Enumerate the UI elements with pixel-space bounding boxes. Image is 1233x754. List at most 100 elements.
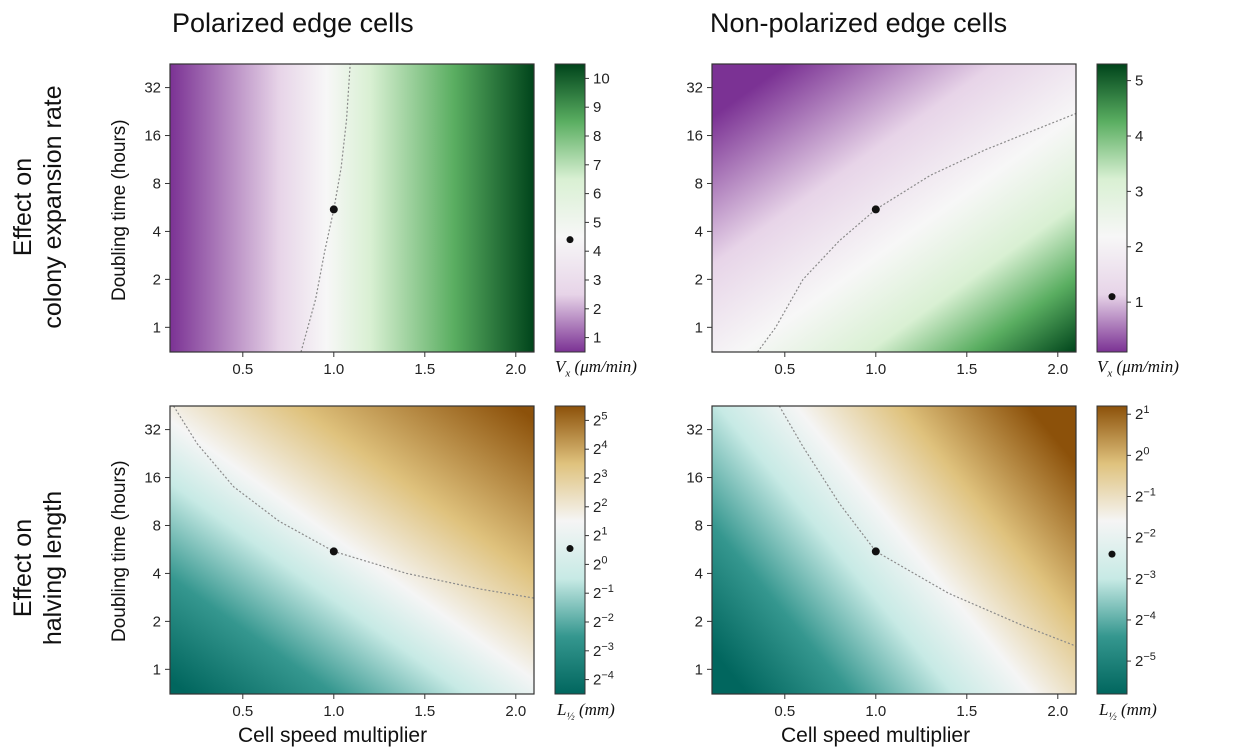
colorbar-reference-marker bbox=[1108, 550, 1116, 558]
colorbar-tick-label: 2−4 bbox=[1135, 610, 1156, 629]
colorbar-label-top-left-sym: V bbox=[555, 357, 566, 376]
x-tick-label: 1.0 bbox=[865, 361, 886, 378]
colorbar-tick-label: 2−1 bbox=[593, 583, 614, 602]
colorbar-label-bottom-right-unit: (mm) bbox=[1116, 700, 1157, 719]
colorbar-label-top-right-sym: V bbox=[1097, 357, 1108, 376]
x-tick-label: 0.5 bbox=[774, 703, 795, 720]
y-tick-label: 1 bbox=[695, 319, 703, 336]
y-tick-label: 1 bbox=[695, 661, 703, 678]
y-tick-label: 2 bbox=[153, 271, 161, 288]
colorbar-label-top-right-unit: (μm/min) bbox=[1112, 357, 1179, 376]
row-title-expansion-line2: colony expansion rate bbox=[39, 85, 67, 329]
y-tick-label: 2 bbox=[695, 271, 703, 288]
colorbar-label-top-left-unit: (μm/min) bbox=[570, 357, 637, 376]
colorbar-top-right: 1 2 3 4 5 bbox=[1096, 63, 1143, 353]
colorbar-tick-label: 2−3 bbox=[1135, 569, 1156, 588]
y-tick-label: 32 bbox=[144, 422, 161, 439]
x-tick-label: 1.5 bbox=[956, 703, 977, 720]
colorbar-tick-label: 3 bbox=[593, 272, 601, 289]
x-tick-label: 0.5 bbox=[232, 361, 253, 378]
x-tick-label: 1.5 bbox=[414, 703, 435, 720]
contour-line bbox=[757, 112, 1076, 352]
colorbar-tick-label: 23 bbox=[593, 468, 607, 487]
colorbar-label-top-right: Vx (μm/min) bbox=[1097, 357, 1179, 379]
y-tick-label: 8 bbox=[153, 175, 161, 192]
y-tick-label: 2 bbox=[695, 613, 703, 630]
y-tick-label: 8 bbox=[153, 517, 161, 534]
row-title-expansion: Effect on colony expansion rate bbox=[8, 57, 68, 357]
colorbar-tick-label: 2−2 bbox=[593, 612, 614, 631]
colorbar-tick-label: 20 bbox=[593, 554, 607, 573]
colorbar-reference-marker bbox=[566, 236, 574, 244]
heatmap-panel-top-left: 0.5 1.0 1.5 2.0 1 2 4 8 16 32 bbox=[144, 63, 535, 378]
colorbar-tick-label: 5 bbox=[1135, 73, 1143, 90]
colorbar-tick-label: 22 bbox=[593, 497, 607, 516]
y-tick-label: 16 bbox=[144, 470, 161, 487]
y-tick-label: 32 bbox=[686, 80, 703, 97]
plot-frame bbox=[711, 405, 1077, 695]
colorbar-tick-label: 2−5 bbox=[1135, 651, 1156, 670]
heatmap-panel-bottom-left: 0.5 1.0 1.5 2.0 1 2 4 8 16 32 bbox=[144, 405, 535, 720]
colorbar-tick-label: 2 bbox=[1135, 239, 1143, 256]
colorbar-gradient bbox=[1096, 405, 1128, 695]
colorbar-top-left: 1 2 3 4 5 6 7 8 9 10 bbox=[554, 63, 610, 353]
reference-point bbox=[871, 547, 880, 556]
row-title-expansion-line1: Effect on bbox=[9, 157, 37, 257]
x-axis-label-bottom-right: Cell speed multiplier bbox=[781, 724, 971, 747]
x-tick-label: 0.5 bbox=[774, 361, 795, 378]
heatmap-panel-top-right: 0.5 1.0 1.5 2.0 1 2 4 8 16 32 bbox=[686, 63, 1077, 378]
colorbar-tick-label: 9 bbox=[593, 99, 601, 116]
colorbar-tick-label: 2−2 bbox=[1135, 528, 1156, 547]
y-tick-label: 4 bbox=[153, 565, 161, 582]
x-tick-label: 2.0 bbox=[505, 361, 526, 378]
contour-line bbox=[173, 406, 534, 599]
y-tick-label: 1 bbox=[153, 319, 161, 336]
y-tick-label: 16 bbox=[686, 128, 703, 145]
heatmap-field bbox=[170, 406, 534, 694]
reference-point bbox=[329, 205, 338, 214]
plot-frame bbox=[169, 63, 535, 353]
y-tick-label: 32 bbox=[686, 422, 703, 439]
row-title-halving: Effect on halving length bbox=[8, 418, 68, 718]
reference-point bbox=[871, 205, 880, 214]
row-title-halving-line2: halving length bbox=[39, 490, 67, 646]
colorbar-reference-marker bbox=[1108, 293, 1116, 301]
colorbar-label-bottom-right-sym: L bbox=[1099, 700, 1109, 719]
colorbar-bottom-left: 2−4 2−3 2−2 2−1 20 21 22 23 24 25 bbox=[554, 405, 614, 695]
colorbar-tick-label: 20 bbox=[1135, 445, 1149, 464]
colorbar-tick-label: 4 bbox=[1135, 128, 1143, 145]
colorbar-tick-label: 21 bbox=[593, 526, 607, 545]
x-tick-label: 1.5 bbox=[956, 361, 977, 378]
y-tick-label: 8 bbox=[695, 517, 703, 534]
colorbar-tick-label: 2−4 bbox=[593, 670, 614, 689]
x-axis-label-bottom-left: Cell speed multiplier bbox=[238, 724, 428, 747]
plot-frame bbox=[711, 63, 1077, 353]
colorbar-label-top-left-sub: x bbox=[565, 367, 571, 380]
colorbar-tick-label: 2−1 bbox=[1135, 487, 1156, 506]
column-title-nonpolarized: Non-polarized edge cells bbox=[710, 8, 1008, 38]
colorbar-label-bottom-left-sym: L bbox=[557, 700, 567, 719]
colorbar-reference-marker bbox=[566, 545, 574, 553]
colorbar-label-bottom-left: L½ (mm) bbox=[557, 700, 615, 722]
colorbar-tick-label: 6 bbox=[593, 186, 601, 203]
colorbar-tick-label: 1 bbox=[593, 330, 601, 347]
y-tick-label: 16 bbox=[144, 128, 161, 145]
colorbar-tick-label: 25 bbox=[593, 410, 607, 429]
colorbar-tick-label: 8 bbox=[593, 128, 601, 145]
heatmap-field bbox=[170, 64, 534, 352]
colorbar-tick-label: 7 bbox=[593, 157, 601, 174]
y-tick-label: 16 bbox=[686, 470, 703, 487]
colorbar-tick-label: 3 bbox=[1135, 183, 1143, 200]
y-tick-label: 4 bbox=[695, 223, 703, 240]
x-tick-label: 1.0 bbox=[323, 703, 344, 720]
heatmap-field bbox=[712, 406, 1076, 694]
x-tick-label: 2.0 bbox=[505, 703, 526, 720]
colorbar-tick-label: 4 bbox=[593, 243, 601, 260]
x-tick-label: 2.0 bbox=[1047, 703, 1068, 720]
colorbar-label-bottom-right: L½ (mm) bbox=[1099, 700, 1157, 722]
colorbar-tick-label: 2−3 bbox=[593, 641, 614, 660]
heatmap-field bbox=[712, 64, 1076, 352]
x-tick-label: 1.5 bbox=[414, 361, 435, 378]
x-tick-label: 1.0 bbox=[323, 361, 344, 378]
colorbar-tick-label: 2 bbox=[593, 301, 601, 318]
